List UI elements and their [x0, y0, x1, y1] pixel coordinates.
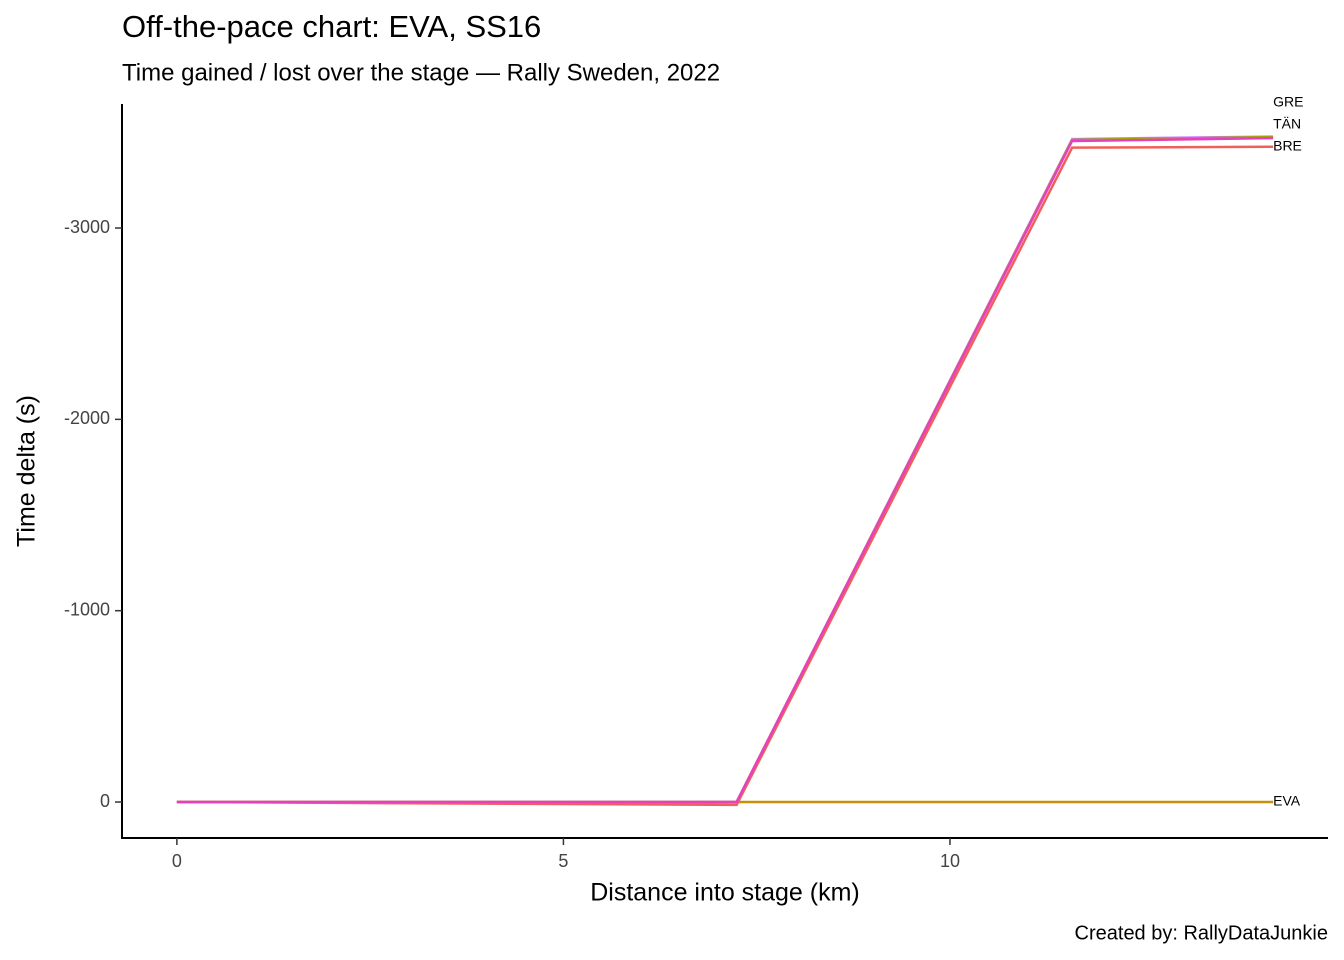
series-label: TÄN [1273, 115, 1301, 131]
x-tick-label: 0 [172, 851, 182, 871]
y-tick-label: -2000 [64, 408, 110, 428]
chart-subtitle: Time gained / lost over the stage — Rall… [122, 59, 720, 86]
series-line [176, 145, 1274, 807]
series-line [176, 135, 1274, 804]
y-tick-label: 0 [100, 791, 110, 811]
series-line [176, 135, 1274, 804]
x-tick-label: 10 [940, 851, 960, 871]
series-label: GRE [1273, 93, 1303, 109]
series-line [176, 136, 1274, 804]
caption: Created by: RallyDataJunkie [1075, 922, 1328, 944]
x-axis-label: Distance into stage (km) [590, 879, 860, 907]
series-label: EVA [1273, 793, 1301, 809]
y-axis-label: Time delta (s) [13, 395, 41, 547]
x-tick-label: 5 [558, 851, 568, 871]
y-tick-label: -1000 [64, 599, 110, 619]
series-label: BRE [1273, 137, 1302, 153]
chart-title: Off-the-pace chart: EVA, SS16 [122, 9, 541, 44]
y-tick-label: -3000 [64, 217, 110, 237]
